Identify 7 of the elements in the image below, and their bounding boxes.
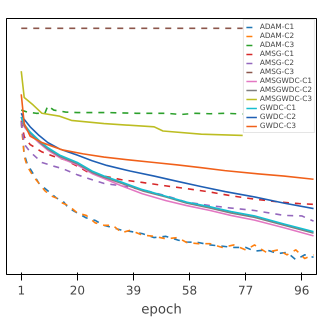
x-tick-label: 39 <box>126 284 142 298</box>
x-tick-label: 58 <box>182 284 198 298</box>
x-tick-label: 1 <box>17 284 26 298</box>
x-axis-title: epoch <box>141 302 182 318</box>
x-tick-label: 20 <box>70 284 86 298</box>
x-tick-label: 77 <box>238 284 254 298</box>
x-tick-label: 96 <box>294 284 310 298</box>
